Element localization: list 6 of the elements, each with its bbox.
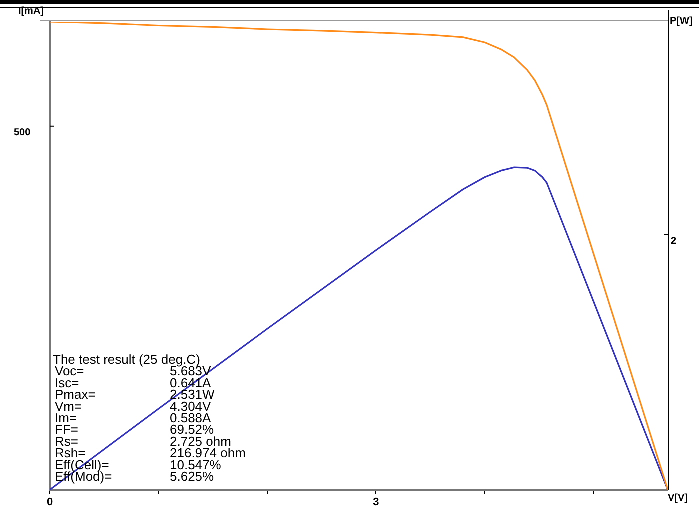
- x-tick-label: 3: [373, 496, 380, 506]
- x-tick-label: 0: [46, 496, 54, 506]
- text: 2: [671, 236, 677, 247]
- text: 500: [14, 128, 32, 139]
- x-axis-title: V[V]: [668, 492, 688, 504]
- y2-axis-title: P[W]: [670, 16, 693, 27]
